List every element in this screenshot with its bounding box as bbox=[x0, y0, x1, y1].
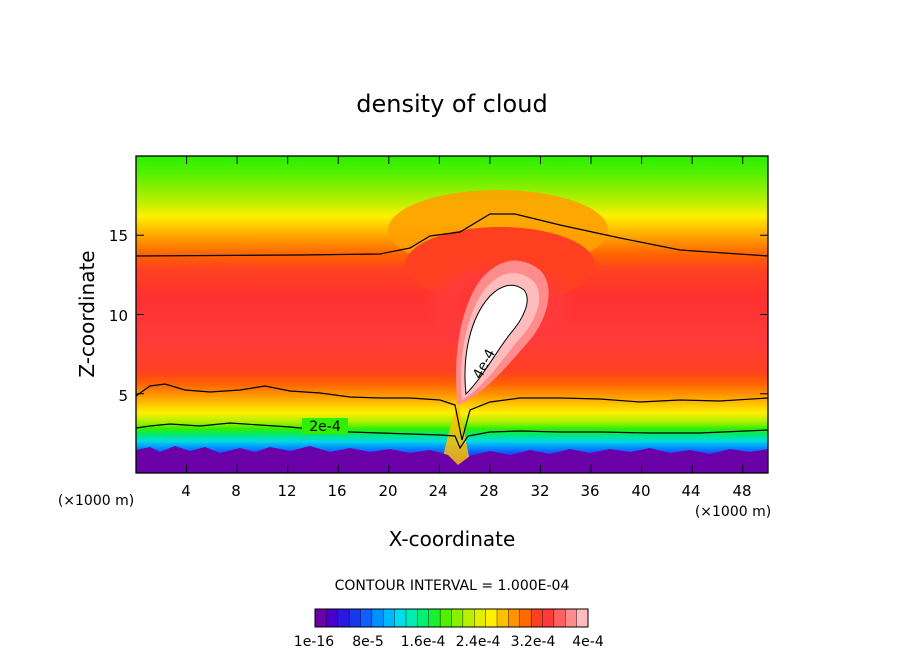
colorbar-swatch bbox=[474, 608, 487, 628]
x-tick-label: 48 bbox=[732, 482, 751, 500]
contour-line-lower bbox=[136, 422, 768, 450]
x-tick-label: 28 bbox=[479, 482, 498, 500]
contour-label-text: 2e-4 bbox=[309, 419, 341, 435]
x-tick-label: 36 bbox=[580, 482, 599, 500]
colorbar-swatch bbox=[576, 608, 589, 628]
colorbar-swatch bbox=[542, 608, 555, 628]
colorbar-label: 1.6e-4 bbox=[401, 634, 446, 650]
colorbar-swatch bbox=[314, 608, 327, 628]
contour-label-2e-4: 2e-4 bbox=[302, 418, 348, 435]
contour-interval-text: CONTOUR INTERVAL = 1.000E-04 bbox=[335, 578, 570, 594]
max-region bbox=[464, 284, 528, 396]
ground-noise bbox=[136, 446, 768, 473]
x-unit-label-right: (×1000 m) bbox=[695, 504, 771, 520]
contour-line-mid bbox=[136, 383, 768, 441]
colorbar-swatch bbox=[451, 608, 464, 628]
colorbar-swatch bbox=[326, 608, 339, 628]
colorbar-swatch bbox=[496, 608, 509, 628]
chart-title: density of cloud bbox=[356, 90, 547, 118]
colorbar-swatch bbox=[360, 608, 373, 628]
y-tick-marks bbox=[136, 234, 768, 395]
colorbar-swatch bbox=[348, 608, 362, 628]
x-tick-label: 16 bbox=[327, 482, 346, 500]
x-tick-marks bbox=[186, 156, 744, 473]
colorbar-swatch bbox=[462, 608, 475, 628]
x-tick-label: 40 bbox=[631, 482, 650, 500]
colorbar-swatch bbox=[553, 608, 566, 628]
colorbar-swatch bbox=[485, 608, 498, 628]
colorbar-swatch bbox=[565, 608, 578, 628]
colorbar-label: 8e-5 bbox=[352, 634, 383, 650]
colorbar-swatch bbox=[337, 608, 350, 628]
x-tick-label: 32 bbox=[530, 482, 549, 500]
x-tick-label: 4 bbox=[181, 482, 191, 500]
y-tick-label: 10 bbox=[109, 307, 128, 325]
contour-line-upper bbox=[136, 213, 768, 257]
x-unit-label-left: (×1000 m) bbox=[58, 493, 134, 509]
x-tick-label: 44 bbox=[681, 482, 700, 500]
colorbar-swatch bbox=[371, 608, 384, 628]
colorbar-label: 3.2e-4 bbox=[511, 634, 556, 650]
x-tick-label: 12 bbox=[277, 482, 296, 500]
colorbar-label: 1e-16 bbox=[294, 634, 334, 650]
contour-field bbox=[136, 156, 768, 473]
colorbar-swatch bbox=[428, 608, 441, 628]
color-bar-frame bbox=[314, 608, 589, 628]
colorbar-swatch bbox=[383, 608, 396, 628]
y-axis: 5 10 15 bbox=[109, 227, 768, 405]
x-tick-label: 20 bbox=[378, 482, 397, 500]
colorbar-swatch bbox=[417, 608, 430, 628]
colorbar-label: 2.4e-4 bbox=[456, 634, 501, 650]
colorbar-swatch bbox=[519, 608, 532, 628]
x-tick-label: 8 bbox=[231, 482, 241, 500]
y-tick-label: 5 bbox=[118, 387, 128, 405]
colorbar-swatch bbox=[405, 608, 418, 628]
colorbar-swatch bbox=[439, 608, 453, 628]
colorbar-swatch bbox=[394, 608, 407, 628]
y-tick-label: 15 bbox=[109, 227, 128, 245]
colorbar-swatch bbox=[508, 608, 521, 628]
y-axis-title: Z-coordinate bbox=[75, 250, 99, 377]
colorbar-swatch bbox=[530, 608, 544, 628]
x-tick-label: 24 bbox=[428, 482, 447, 500]
x-axis-title: X-coordinate bbox=[389, 527, 516, 551]
color-bar bbox=[314, 608, 589, 628]
x-axis: 4 8 12 16 20 24 28 32 36 40 44 48 bbox=[181, 156, 752, 500]
colorbar-label: 4e-4 bbox=[572, 634, 604, 650]
